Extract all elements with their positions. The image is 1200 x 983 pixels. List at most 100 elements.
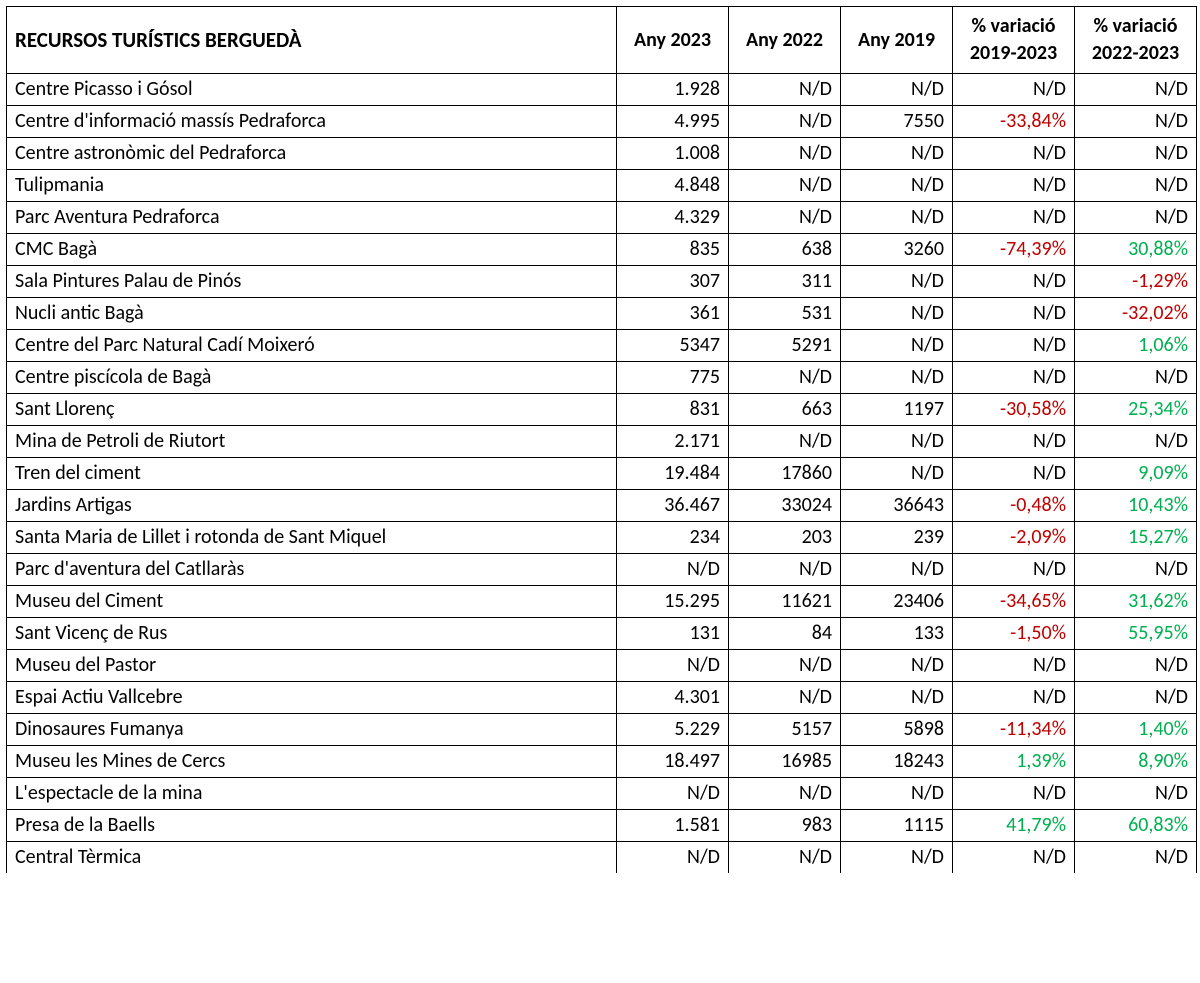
cell-y2022: 983 <box>729 810 841 842</box>
table-row: Jardins Artigas36.4673302436643-0,48%10,… <box>7 490 1197 522</box>
cell-v2223: 55,95% <box>1075 618 1197 650</box>
cell-y2023: 18.497 <box>617 746 729 778</box>
cell-v2223: 9,09% <box>1075 458 1197 490</box>
col-header-2022: Any 2022 <box>729 7 841 74</box>
tourism-table: RECURSOS TURÍSTICS BERGUEDÀ Any 2023 Any… <box>6 6 1197 873</box>
cell-y2023: 234 <box>617 522 729 554</box>
cell-v1923: 1,39% <box>953 746 1075 778</box>
table-row: Sant Vicenç de Rus13184133-1,50%55,95% <box>7 618 1197 650</box>
cell-v2223: N/D <box>1075 362 1197 394</box>
cell-name: Centre piscícola de Bagà <box>7 362 617 394</box>
cell-v2223: N/D <box>1075 170 1197 202</box>
cell-v2223: N/D <box>1075 138 1197 170</box>
cell-y2022: N/D <box>729 842 841 874</box>
cell-name: Sant Vicenç de Rus <box>7 618 617 650</box>
cell-name: Centre d'informació massís Pedraforca <box>7 106 617 138</box>
cell-v2223: N/D <box>1075 202 1197 234</box>
cell-y2023: 5347 <box>617 330 729 362</box>
cell-y2022: 203 <box>729 522 841 554</box>
cell-v1923: N/D <box>953 458 1075 490</box>
table-row: Sala Pintures Palau de Pinós307311N/DN/D… <box>7 266 1197 298</box>
cell-y2023: 361 <box>617 298 729 330</box>
cell-y2019: N/D <box>841 330 953 362</box>
cell-y2023: N/D <box>617 650 729 682</box>
table-row: Sant Llorenç8316631197-30,58%25,34% <box>7 394 1197 426</box>
cell-v1923: N/D <box>953 330 1075 362</box>
cell-y2019: 3260 <box>841 234 953 266</box>
table-row: Museu del Ciment15.2951162123406-34,65%3… <box>7 586 1197 618</box>
table-row: Centre del Parc Natural Cadí Moixeró5347… <box>7 330 1197 362</box>
table-row: Presa de la Baells1.581983111541,79%60,8… <box>7 810 1197 842</box>
table-row: Tren del ciment19.48417860N/DN/D9,09% <box>7 458 1197 490</box>
cell-v1923: N/D <box>953 682 1075 714</box>
cell-v1923: -33,84% <box>953 106 1075 138</box>
table-row: L'espectacle de la minaN/DN/DN/DN/DN/D <box>7 778 1197 810</box>
cell-v2223: N/D <box>1075 426 1197 458</box>
cell-v1923: -0,48% <box>953 490 1075 522</box>
cell-name: Museu del Pastor <box>7 650 617 682</box>
cell-v2223: 30,88% <box>1075 234 1197 266</box>
cell-y2022: N/D <box>729 554 841 586</box>
cell-name: Tulipmania <box>7 170 617 202</box>
cell-v2223: 25,34% <box>1075 394 1197 426</box>
cell-y2022: 84 <box>729 618 841 650</box>
cell-name: Central Tèrmica <box>7 842 617 874</box>
cell-y2023: N/D <box>617 778 729 810</box>
cell-v2223: N/D <box>1075 74 1197 106</box>
cell-y2022: N/D <box>729 362 841 394</box>
cell-v2223: 8,90% <box>1075 746 1197 778</box>
cell-y2019: 1197 <box>841 394 953 426</box>
cell-y2019: N/D <box>841 298 953 330</box>
cell-y2019: N/D <box>841 202 953 234</box>
cell-v2223: -1,29% <box>1075 266 1197 298</box>
table-header-row: RECURSOS TURÍSTICS BERGUEDÀ Any 2023 Any… <box>7 7 1197 74</box>
cell-y2019: 239 <box>841 522 953 554</box>
cell-y2022: 663 <box>729 394 841 426</box>
cell-y2022: N/D <box>729 426 841 458</box>
table-row: Central TèrmicaN/DN/DN/DN/DN/D <box>7 842 1197 874</box>
cell-y2023: 2.171 <box>617 426 729 458</box>
cell-v2223: 15,27% <box>1075 522 1197 554</box>
cell-v2223: -32,02% <box>1075 298 1197 330</box>
cell-y2022: 531 <box>729 298 841 330</box>
cell-v1923: 41,79% <box>953 810 1075 842</box>
cell-v1923: -34,65% <box>953 586 1075 618</box>
cell-y2023: 831 <box>617 394 729 426</box>
cell-name: L'espectacle de la mina <box>7 778 617 810</box>
table-row: Museu del PastorN/DN/DN/DN/DN/D <box>7 650 1197 682</box>
cell-y2023: 1.008 <box>617 138 729 170</box>
table-row: CMC Bagà8356383260-74,39%30,88% <box>7 234 1197 266</box>
cell-y2023: N/D <box>617 554 729 586</box>
cell-y2019: 18243 <box>841 746 953 778</box>
cell-y2023: 19.484 <box>617 458 729 490</box>
cell-v2223: 10,43% <box>1075 490 1197 522</box>
cell-name: Jardins Artigas <box>7 490 617 522</box>
cell-y2019: N/D <box>841 138 953 170</box>
cell-y2019: N/D <box>841 650 953 682</box>
cell-v1923: N/D <box>953 266 1075 298</box>
cell-y2019: N/D <box>841 170 953 202</box>
cell-name: Espai Actiu Vallcebre <box>7 682 617 714</box>
cell-name: Centre Picasso i Gósol <box>7 74 617 106</box>
cell-name: Dinosaures Fumanya <box>7 714 617 746</box>
cell-y2023: 307 <box>617 266 729 298</box>
cell-name: Centre del Parc Natural Cadí Moixeró <box>7 330 617 362</box>
cell-name: Tren del ciment <box>7 458 617 490</box>
cell-v1923: N/D <box>953 74 1075 106</box>
cell-y2019: N/D <box>841 74 953 106</box>
table-row: Parc Aventura Pedraforca4.329N/DN/DN/DN/… <box>7 202 1197 234</box>
cell-v1923: -2,09% <box>953 522 1075 554</box>
cell-y2022: 16985 <box>729 746 841 778</box>
cell-name: Mina de Petroli de Riutort <box>7 426 617 458</box>
cell-y2022: 638 <box>729 234 841 266</box>
table-row: Santa Maria de Lillet i rotonda de Sant … <box>7 522 1197 554</box>
cell-name: Sant Llorenç <box>7 394 617 426</box>
cell-y2019: 7550 <box>841 106 953 138</box>
cell-y2023: 4.329 <box>617 202 729 234</box>
cell-y2022: 17860 <box>729 458 841 490</box>
cell-name: Presa de la Baells <box>7 810 617 842</box>
cell-y2023: N/D <box>617 842 729 874</box>
cell-y2019: N/D <box>841 426 953 458</box>
cell-v1923: N/D <box>953 778 1075 810</box>
cell-y2023: 1.928 <box>617 74 729 106</box>
